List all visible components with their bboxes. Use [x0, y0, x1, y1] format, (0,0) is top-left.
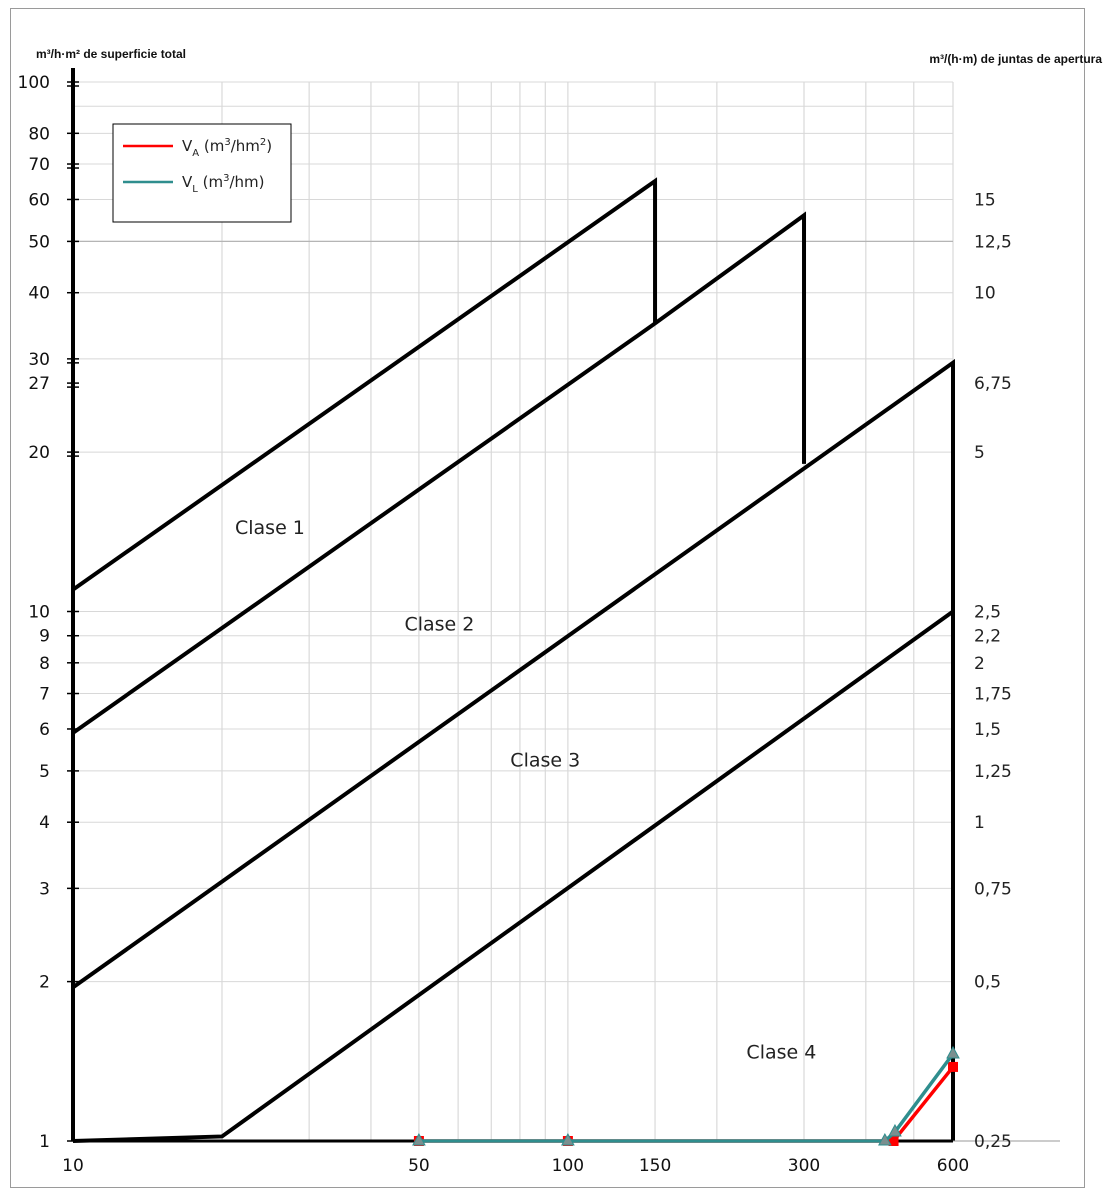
x-tick-label: 50 [408, 1156, 430, 1176]
y-tick-label-left: 1 [39, 1132, 50, 1152]
va-point [888, 1136, 899, 1146]
vl-point [412, 1132, 426, 1146]
region-label: Clase 1 [235, 517, 305, 539]
boundary-line-4 [72, 609, 955, 1143]
y-tick-label-right: 2,5 [974, 603, 1001, 623]
series-line-vl [418, 1052, 955, 1143]
x-tick-label: 150 [639, 1156, 671, 1176]
x-tick-label: 600 [937, 1156, 969, 1176]
region-label: Clase 3 [510, 749, 580, 771]
y-tick-label-right: 12,5 [974, 232, 1012, 252]
y-tick-label-right: 1 [974, 813, 985, 833]
legend-entry: VL (m3/hm) [182, 173, 264, 195]
y-axis-label-right: m³/(h·m) de juntas de apertura [929, 52, 1102, 66]
legend-box [112, 123, 292, 223]
y-tick-label-right: 2 [974, 654, 985, 674]
y-tick-label-right: 1,75 [974, 685, 1012, 705]
va-point [948, 1061, 958, 1072]
boundary-line-2 [71, 211, 807, 735]
vl-point [878, 1132, 892, 1146]
y-tick-label-right: 0,75 [974, 879, 1012, 899]
y-tick-label-left: 80 [28, 124, 50, 144]
grid-lines [72, 81, 954, 1142]
y-tick-label-left: 8 [39, 654, 50, 674]
y-tick-label-right: 0,25 [974, 1132, 1012, 1152]
y-tick-label-right: 15 [974, 190, 996, 210]
region-label: Clase 2 [404, 614, 474, 636]
y-tick-label-left: 5 [39, 762, 50, 782]
legend-entry: VA (m3/hm2) [182, 137, 272, 159]
y-tick-label-left: 7 [39, 685, 50, 705]
region-label: Clase 4 [746, 1042, 816, 1064]
y-tick-label-left: 27 [28, 374, 50, 394]
y-tick-label-right: 10 [974, 284, 996, 304]
y-tick-label-left: 10 [28, 603, 50, 623]
vl-point [946, 1045, 960, 1059]
data-series [412, 1045, 960, 1146]
y-tick-label-left: 20 [28, 443, 50, 463]
y-tick-label-left: 6 [39, 720, 50, 740]
y-tick-label-left: 9 [39, 627, 50, 647]
y-tick-label-right: 5 [974, 443, 985, 463]
y-tick-label-left: 3 [39, 879, 50, 899]
y-tick-label-right: 0,5 [974, 973, 1001, 993]
vl-point [888, 1123, 902, 1137]
axes [67, 68, 1060, 1143]
y-tick-label-left: 4 [39, 813, 50, 833]
series-line-va [418, 1065, 955, 1143]
y-tick-label-right: 6,75 [974, 374, 1012, 394]
y-tick-label-right: 1,5 [974, 720, 1001, 740]
y-tick-label-left: 30 [28, 350, 50, 370]
y-tick-label-left: 70 [28, 155, 50, 175]
legend: VA (m3/hm2) VL (m3/hm) [112, 123, 292, 223]
x-tick-label: 300 [788, 1156, 820, 1176]
y-tick-label-left: 100 [18, 73, 50, 93]
y-tick-label-left: 50 [28, 232, 50, 252]
boundary-line-1 [71, 177, 658, 592]
y-tick-label-left: 60 [28, 190, 50, 210]
x-tick-label: 100 [552, 1156, 584, 1176]
y-tick-label-right: 2,2 [974, 627, 1001, 647]
y-axis-label-left: m³/h·m² de superficie total [36, 47, 186, 61]
class-boundaries [71, 177, 955, 1143]
y-tick-label-right: 1,25 [974, 762, 1012, 782]
y-tick-label-left: 40 [28, 284, 50, 304]
x-tick-label: 10 [62, 1156, 84, 1176]
y-tick-label-left: 2 [39, 973, 50, 993]
vl-point [561, 1132, 575, 1146]
